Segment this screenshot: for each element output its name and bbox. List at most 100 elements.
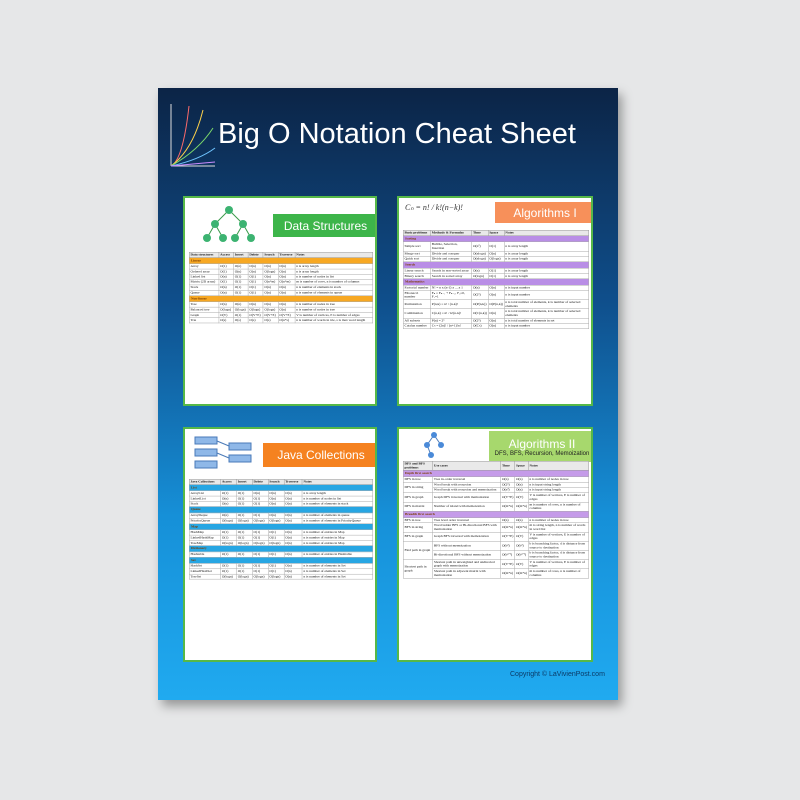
section-row: Linear (189, 257, 373, 265)
row: Catalan number Cₙ = (2n)! / (n+1)!n! O(Cₙ)… (403, 323, 590, 330)
table: Java Collections Access Insert Delete Search… (188, 479, 373, 580)
row: Fibonacci number Fₙ = Fₙ₋₁ + Fₙ₋₂, F₀=0, … (403, 290, 590, 300)
cell: Search in non-sorted array (430, 267, 472, 274)
section-row: Set (189, 556, 373, 564)
cell: Graph BFS traversal with memoization (432, 531, 501, 542)
cell: Permutation (403, 299, 431, 310)
row: PriorityQueue O(logn) O(logn) O(logn) O(logn… (188, 517, 373, 524)
cell: O(bᵈ) (500, 540, 515, 551)
cell: O(bᵈ) (514, 540, 529, 551)
panel: Java Collections Java Collections Access In… (183, 427, 377, 662)
cell: O(n) (262, 274, 279, 280)
cell: O(P(n,k)) (471, 299, 489, 310)
row-label: DFS in matrix (403, 501, 433, 512)
section-row: Queue (189, 506, 373, 514)
header-cell: Use cases (432, 460, 501, 471)
panel-title: Data Structures (283, 218, 368, 233)
cell: V is number of vertices, E is number of … (528, 559, 589, 570)
cell: n is total number of elements, k is numb… (503, 299, 590, 310)
cell: O(m*n) (514, 522, 529, 533)
icon (194, 436, 252, 469)
row: LinkedList O(n) O(1) O(1) O(n) O(n) n is numbe… (188, 495, 373, 502)
cell: P(n,k) = n! / (n-k)! (430, 299, 472, 310)
section-title: Dictionary (189, 545, 373, 553)
cell: Cₙ = (2n)! / (n+1)!n! (430, 323, 472, 330)
row: Find path in graph BFS without memoizatio… (403, 540, 589, 560)
cell: n is input number (503, 290, 590, 300)
cell: O(n²) (471, 241, 489, 252)
section-row: Dictionary (189, 545, 373, 553)
row: BFS in string Word ladder BFS or Bi-direc… (403, 522, 589, 533)
cell: n is number of entries in Map (302, 534, 373, 541)
section-row: Mathematics (403, 278, 589, 286)
panel-subtitle: DFS, BFS, Recursion, Memoization (494, 450, 590, 457)
row: Graph O(V) O(1) O(V+E) O(V+E) O(V+E) V is numb… (189, 312, 374, 318)
row: BFS in graph Graph BFS traversal with mem… (403, 531, 589, 542)
cell: O(m*n) (514, 568, 529, 579)
cell: ArrayDeque (188, 512, 221, 519)
cell: O(2ⁿ) (471, 290, 489, 300)
header-cell: Space (514, 460, 529, 471)
row: Permutation P(n,k) = n! / (n-k)! O(P(n,k))… (403, 299, 590, 310)
cell: O(s) (262, 317, 279, 324)
cell: O(n) (283, 512, 303, 519)
cell: n is number of elements in queue (302, 512, 373, 519)
cell: C(n,k) = n! / k!(n-k)! (430, 308, 472, 319)
cell: n is number of elements in Set (302, 573, 373, 580)
cell: LinkedHashMap (188, 534, 221, 541)
section-title: Queue (189, 506, 373, 514)
cell: b is branching factor, d is distance fro… (528, 540, 589, 551)
cell: Fibonacci number (403, 290, 431, 300)
cell: O(n) (487, 308, 505, 319)
section-title: Linear (189, 257, 373, 265)
row-label: Find path in graph (403, 541, 433, 560)
copyright: Copyright © LaVivienPost.com (510, 671, 605, 678)
cell: V is number of vertices, E is number of … (528, 492, 589, 503)
header-row: DFS and BFS problems Use cases Time Space No… (403, 460, 589, 471)
row: LinkedHashMap O(1) O(1) O(1) O(1) O(n) n is nu… (188, 534, 373, 541)
icon (203, 206, 255, 242)
cell: O(s) (218, 317, 234, 324)
cell: O(bᵈᐟ²) (500, 550, 515, 560)
formula: Cₙ = n! / k!(n−k)! (405, 203, 463, 212)
cell: O(1) (487, 241, 505, 252)
cell: Linked list (189, 274, 220, 280)
cell: O(P(n,k)) (487, 299, 505, 310)
panel: Algorithms II DFS, BFS, Recursion, Memoiz… (397, 427, 593, 662)
row: DFS in graph Graph DFS traversal with mem… (403, 492, 589, 503)
cell: O(s) (233, 317, 249, 324)
row: Bi-directional BFS without memoization O(… (403, 550, 589, 560)
section-title: List (189, 484, 373, 492)
graph-icon (170, 104, 216, 167)
cell: m is string length, n is number of words… (528, 522, 589, 533)
row: Merge sort Divide and conquer O(nlogn) O(n)… (403, 250, 590, 257)
cell: O(nlogn) (471, 250, 489, 257)
panel-title: Algorithms II (508, 436, 576, 451)
cell: O(V+E) (500, 559, 515, 570)
cell: O(V) (514, 531, 529, 542)
cell: O(n) (262, 284, 279, 291)
cell: b is branching factor, d is distance fro… (528, 550, 589, 560)
cell: Stack (189, 284, 220, 291)
cell: O(n) (267, 512, 285, 519)
cell: O(V+E) (500, 531, 515, 542)
row: Linked list O(n) O(1) O(1) O(n) O(n) n is numb… (189, 274, 374, 280)
table: Data structures Access Insert Delete Search T… (189, 252, 374, 324)
cell: O(m*n) (514, 501, 529, 512)
table: DFS and BFS problems Use cases Time Space No… (403, 460, 589, 579)
cell: Factorial number (403, 284, 431, 291)
panel-title: Algorithms I (513, 205, 577, 220)
row: Combination C(n,k) = n! / k!(n-k)! O(C(n,k… (403, 308, 590, 319)
table-wrap: Java Collections Access Insert Delete Search… (188, 479, 373, 580)
row: LinkedHashSet O(1) O(1) O(1) O(1) O(n) n is nu… (188, 568, 373, 575)
section-row: Depth first search (403, 470, 589, 478)
cell: Simple sort (403, 241, 431, 252)
header-cell: Notes (528, 460, 589, 471)
cell: Word break with recursion and memoizatio… (432, 487, 501, 494)
header-row: Java Collections Access Insert Delete Search… (188, 479, 373, 485)
cell: O(Cₙ) (471, 323, 489, 330)
section-title: Depth first search (403, 470, 589, 478)
cell: O(logn) (252, 573, 269, 580)
table-wrap: DFS and BFS problems Use cases Time Space No… (403, 460, 589, 579)
